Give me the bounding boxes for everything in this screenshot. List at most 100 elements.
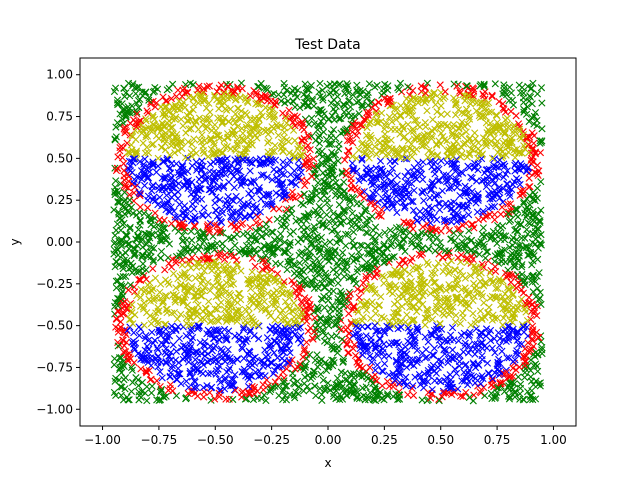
data-point: [142, 332, 150, 340]
data-point: [337, 129, 345, 137]
data-point: [414, 327, 422, 335]
data-point: [168, 362, 176, 370]
data-point: [472, 107, 481, 115]
data-point: [413, 308, 421, 316]
data-point: [380, 273, 388, 281]
data-point: [437, 325, 446, 333]
data-point: [336, 114, 344, 122]
data-point: [495, 341, 504, 350]
data-point: [154, 231, 162, 239]
data-point: [288, 178, 296, 187]
data-point: [129, 378, 137, 386]
data-point: [226, 353, 234, 362]
data-point: [421, 321, 429, 329]
data-point: [443, 159, 451, 167]
data-point: [403, 363, 411, 371]
data-point: [454, 385, 462, 393]
data-point: [497, 210, 505, 218]
data-point: [501, 290, 509, 298]
data-point: [120, 188, 129, 196]
data-point: [220, 88, 228, 96]
data-point: [305, 386, 314, 394]
data-point: [225, 327, 233, 335]
data-point: [329, 266, 337, 274]
data-point: [275, 362, 283, 371]
data-point: [185, 383, 193, 391]
data-point: [421, 278, 429, 286]
data-point: [308, 95, 316, 103]
data-point: [396, 79, 404, 87]
data-point: [426, 289, 435, 298]
data-point: [156, 368, 164, 376]
data-point: [312, 318, 320, 326]
data-point: [198, 210, 206, 218]
data-point: [498, 347, 506, 355]
data-point: [536, 288, 544, 296]
data-point: [286, 337, 294, 345]
data-point: [167, 203, 175, 211]
data-point: [436, 199, 444, 208]
data-point: [210, 91, 219, 99]
data-point: [454, 337, 463, 345]
data-point: [342, 242, 350, 250]
data-point: [265, 190, 273, 198]
data-point: [496, 359, 504, 368]
data-point: [130, 283, 138, 291]
data-point: [361, 221, 369, 229]
data-point: [436, 81, 444, 89]
data-point: [491, 80, 499, 88]
data-point: [156, 193, 164, 201]
data-point: [396, 370, 404, 379]
data-point: [461, 339, 469, 347]
data-point: [149, 256, 157, 264]
data-point: [393, 209, 401, 217]
data-point: [433, 108, 441, 116]
data-point: [535, 269, 543, 277]
data-point: [184, 389, 192, 398]
data-point: [404, 179, 413, 187]
data-point: [519, 98, 528, 106]
data-point: [270, 147, 278, 155]
data-point: [463, 235, 471, 243]
data-point: [144, 149, 153, 157]
data-point: [246, 158, 254, 167]
data-point: [111, 355, 119, 363]
data-point: [116, 383, 125, 391]
data-point: [516, 89, 525, 97]
data-point: [452, 137, 460, 145]
data-point: [533, 90, 542, 98]
data-point: [186, 341, 194, 349]
data-point: [429, 115, 437, 124]
data-point: [440, 171, 448, 179]
data-point: [469, 309, 477, 318]
data-point: [409, 391, 418, 400]
data-point: [456, 258, 465, 266]
data-point: [229, 357, 237, 366]
data-point: [424, 369, 432, 377]
data-point: [353, 394, 361, 402]
data-point: [220, 136, 228, 144]
data-point: [406, 270, 414, 278]
data-point: [223, 142, 231, 151]
data-point: [417, 82, 425, 90]
data-point: [409, 198, 417, 206]
data-point: [470, 292, 478, 300]
data-point: [452, 311, 460, 319]
data-point: [410, 186, 418, 195]
data-point: [154, 201, 162, 209]
data-point: [155, 225, 163, 234]
data-point: [300, 345, 309, 353]
data-point: [363, 221, 371, 229]
data-point: [229, 267, 238, 275]
data-point: [308, 279, 316, 287]
data-point: [144, 336, 153, 344]
data-point: [401, 204, 409, 212]
data-point: [514, 350, 522, 359]
data-point: [360, 175, 368, 183]
data-point: [209, 232, 217, 240]
data-point: [465, 115, 474, 123]
data-point: [316, 315, 325, 323]
data-point: [376, 157, 385, 165]
